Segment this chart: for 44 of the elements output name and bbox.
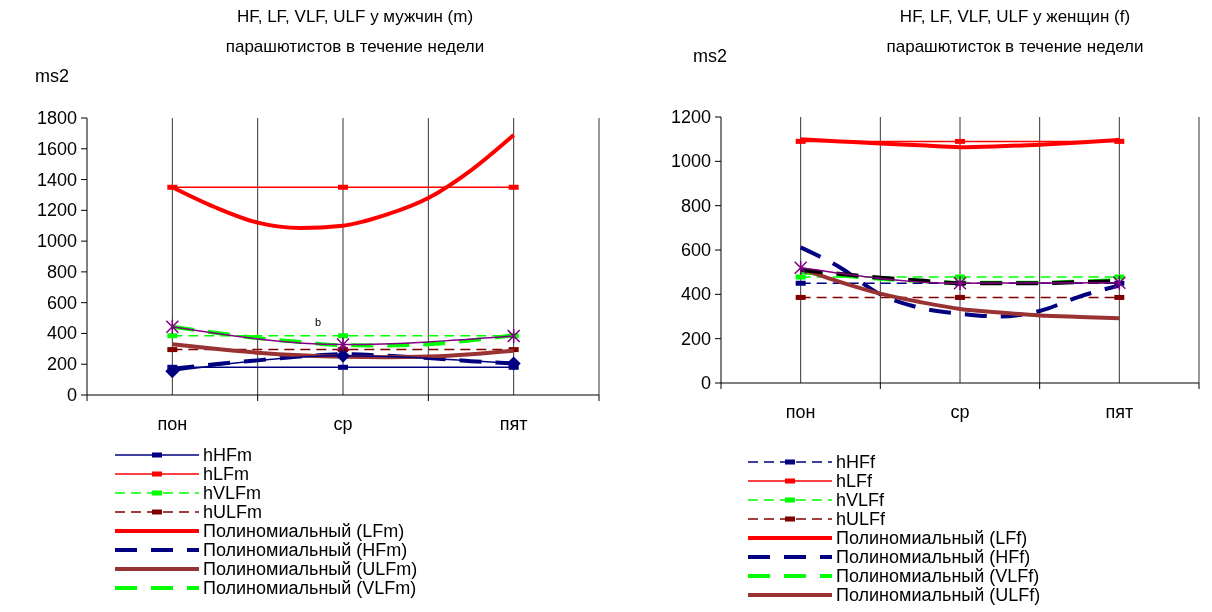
- y-tick-label: 400: [46, 323, 77, 344]
- y-tick-label: 0: [66, 385, 77, 405]
- legend-label: hLFm: [203, 464, 250, 484]
- legend-label: hULFm: [203, 502, 263, 522]
- legend-label: Полиномиальный (HFf): [836, 547, 1031, 567]
- x-tick-label: ср: [333, 414, 353, 434]
- y-tick-label: 1000: [670, 151, 711, 172]
- y-tick-label: 800: [680, 195, 711, 216]
- chart-title: HF, LF, VLF, ULF у женщин (f) парашютисток в течение недели: [886, 7, 1144, 56]
- x-tick-label: пят: [499, 414, 528, 434]
- x-tick-label: ср: [950, 402, 970, 422]
- x-tick-label: пят: [1105, 402, 1134, 422]
- legend-label: Полиномиальный (ULFf): [836, 585, 1041, 605]
- x-tick-label: пон: [157, 414, 188, 434]
- y-tick-label: 600: [680, 240, 711, 260]
- legend-label: hHFf: [836, 452, 876, 472]
- legend-label: Полиномиальный (VLFf): [836, 566, 1040, 586]
- legend-label: hVLFm: [203, 483, 262, 503]
- y-tick-label: 0: [700, 373, 711, 393]
- legend-label: Полиномиальный (ULFm): [203, 559, 418, 579]
- y-tick-label: 600: [46, 292, 77, 313]
- legend-label: Полиномиальный (LFm): [203, 521, 405, 541]
- legend-label: Полиномиальный (VLFm): [203, 578, 417, 598]
- y-tick-label: 1200: [670, 107, 711, 127]
- y-tick-label: 1600: [36, 138, 77, 159]
- y-tick-label: 1200: [36, 200, 77, 221]
- x-tick-label: пон: [785, 402, 816, 422]
- legend-label: hLFf: [836, 471, 874, 491]
- y-axis-title: ms2: [34, 66, 70, 86]
- y-tick-label: 800: [46, 261, 77, 282]
- annotation: b: [314, 316, 322, 328]
- y-axis-title: ms2: [692, 46, 728, 66]
- legend-label: Полиномиальный (HFm): [203, 540, 408, 560]
- y-tick-label: 400: [680, 284, 711, 305]
- y-tick-label: 1800: [36, 108, 77, 128]
- y-tick-label: 200: [46, 354, 77, 375]
- chart-title: HF, LF, VLF, ULF у мужчин (m) парашютистов в течение недели: [225, 7, 485, 56]
- y-tick-label: 200: [680, 328, 711, 349]
- y-tick-label: 1400: [36, 169, 77, 190]
- legend-label: hULFf: [836, 509, 887, 529]
- legend-label: Полиномиальный (LFf): [836, 528, 1028, 548]
- y-tick-label: 1000: [36, 231, 77, 252]
- legend-label: hVLFf: [836, 490, 886, 510]
- legend-label: hHFm: [203, 445, 252, 465]
